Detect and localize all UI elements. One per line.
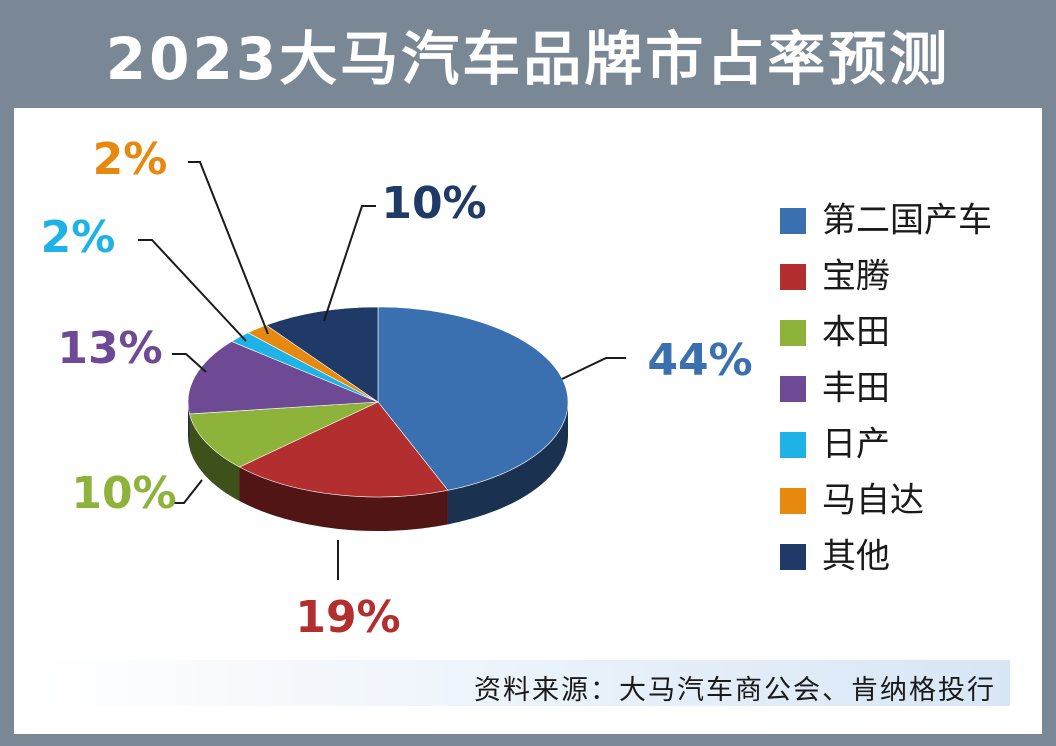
source-note: 资料来源：大马汽车商公会、肯纳格投行 bbox=[474, 675, 996, 706]
pie-slice-1 bbox=[238, 401, 449, 498]
pie-slice-6 bbox=[265, 306, 379, 403]
legend-label-1: 宝腾 bbox=[822, 257, 890, 297]
legend-label-5: 马自达 bbox=[822, 481, 924, 521]
source-bar: 资料来源：大马汽车商公会、肯纳格投行 bbox=[40, 660, 1010, 706]
legend-label-4: 日产 bbox=[822, 425, 890, 465]
legend-swatch-0 bbox=[780, 208, 806, 234]
slice-label-6: 10% bbox=[381, 178, 486, 229]
leader-line-5 bbox=[188, 161, 269, 335]
legend-swatch-6 bbox=[780, 544, 806, 570]
slice-labels: 44% 19% 10% 13% 2% 2% 10% bbox=[41, 134, 753, 643]
pie-top bbox=[187, 306, 569, 498]
leader-lines bbox=[138, 161, 626, 580]
chart-title: 2023大马汽车品牌市占率预测 bbox=[105, 25, 951, 93]
leader-line-6 bbox=[323, 205, 376, 322]
legend-label-0: 第二国产车 bbox=[822, 201, 992, 241]
slice-label-0: 44% bbox=[647, 335, 752, 386]
pie-slice-2 bbox=[189, 401, 379, 468]
leader-line-2 bbox=[172, 479, 203, 504]
leader-line-4 bbox=[138, 239, 247, 342]
slice-label-5: 2% bbox=[93, 134, 168, 185]
legend-label-6: 其他 bbox=[822, 537, 890, 577]
legend-label-3: 丰田 bbox=[822, 369, 890, 409]
slice-label-3: 13% bbox=[57, 323, 162, 374]
pie-depth bbox=[188, 402, 568, 531]
chart-panel: 44% 19% 10% 13% 2% 2% 10% 第二国产车宝腾本田丰田日产马自达其他 资… bbox=[14, 108, 1042, 734]
leader-line-3 bbox=[172, 353, 207, 373]
pie-wall-1 bbox=[239, 467, 448, 531]
legend-swatch-1 bbox=[780, 264, 806, 290]
slice-label-4: 2% bbox=[41, 212, 116, 263]
legend-swatch-4 bbox=[780, 432, 806, 458]
pie-slice-0 bbox=[377, 306, 569, 491]
pie-slice-3 bbox=[187, 341, 379, 415]
legend-swatch-2 bbox=[780, 320, 806, 346]
slice-label-1: 19% bbox=[295, 592, 400, 643]
pie-wall-0 bbox=[447, 402, 568, 525]
pie-wall-2 bbox=[189, 413, 240, 502]
legend-label-2: 本田 bbox=[822, 313, 890, 353]
legend-swatch-3 bbox=[780, 376, 806, 402]
leader-line-0 bbox=[561, 357, 626, 380]
legend-swatch-5 bbox=[780, 488, 806, 514]
slice-label-2: 10% bbox=[71, 468, 176, 519]
title-bar: 2023大马汽车品牌市占率预测 bbox=[0, 0, 1056, 108]
